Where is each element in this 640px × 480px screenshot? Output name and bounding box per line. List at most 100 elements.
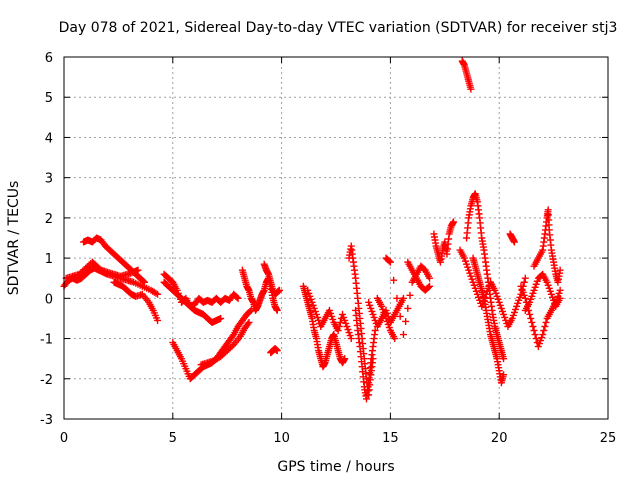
- data-point: [526, 310, 534, 318]
- data-point: [542, 318, 550, 326]
- series-arc-7: [169, 306, 255, 383]
- data-point: [273, 306, 281, 314]
- x-tick-label: 0: [60, 431, 68, 446]
- data-point: [521, 294, 529, 302]
- y-tick-label: -3: [40, 413, 53, 428]
- data-point: [530, 327, 538, 335]
- x-tick-label: 10: [273, 431, 290, 446]
- series-arc-2: [62, 258, 142, 282]
- data-point: [510, 238, 518, 246]
- series-arc-25: [506, 230, 518, 246]
- data-point: [396, 312, 404, 320]
- series-arc-21: [463, 190, 508, 363]
- series-arc-4: [110, 278, 162, 324]
- data-point: [347, 335, 355, 343]
- data-point: [406, 291, 414, 299]
- x-tick-label: 15: [382, 431, 399, 446]
- data-point: [500, 371, 508, 379]
- series-arc-3: [80, 234, 149, 286]
- y-tick-label: -2: [40, 373, 53, 388]
- series-arc-27: [530, 206, 564, 286]
- series-arc-20: [430, 218, 458, 266]
- y-tick-label: 6: [45, 51, 53, 66]
- data-point: [371, 327, 379, 335]
- data-point: [399, 294, 407, 302]
- data-point: [539, 331, 547, 339]
- data-point: [334, 327, 342, 335]
- data-point: [426, 274, 434, 282]
- y-tick-label: 2: [45, 212, 53, 227]
- axis-ticks: 0 5 10 15 20 25 -3 -2 -1 0 1 2 3 4 5 6: [40, 51, 616, 446]
- data-point: [244, 320, 252, 328]
- data-point: [386, 258, 394, 266]
- data-point: [541, 322, 549, 330]
- data-point: [154, 316, 162, 324]
- data-point: [152, 289, 160, 297]
- data-point: [467, 85, 475, 93]
- data-point: [139, 277, 147, 285]
- series-arc-19: [404, 258, 434, 294]
- y-tick-label: 3: [45, 172, 53, 187]
- data-point: [556, 266, 564, 274]
- data-point: [424, 283, 432, 291]
- plot-frame: [63, 56, 609, 420]
- data-point: [532, 335, 540, 343]
- data-point: [531, 331, 539, 339]
- data-point: [385, 257, 393, 265]
- series-arc-24: [458, 57, 475, 93]
- data-point: [523, 302, 531, 310]
- data-point: [228, 342, 236, 350]
- series-arc-8: [197, 318, 253, 369]
- data-point: [233, 293, 241, 301]
- data-point: [426, 282, 434, 290]
- series-arc-17: [373, 294, 399, 343]
- data-point: [520, 278, 528, 286]
- series-arc-11: [267, 345, 281, 357]
- data-point: [390, 276, 398, 284]
- series-arc-28: [517, 282, 564, 351]
- data-point: [500, 355, 508, 363]
- y-tick-label: 5: [45, 91, 53, 106]
- data-point: [393, 294, 401, 302]
- grid-lines: [64, 57, 608, 419]
- x-tick-label: 5: [169, 431, 177, 446]
- series-arc-16: [365, 294, 407, 330]
- data-point: [217, 314, 225, 322]
- data-point: [234, 294, 242, 302]
- series-arc-6: [160, 270, 242, 310]
- data-point: [450, 218, 458, 226]
- series-arc-13: [304, 286, 355, 343]
- data-point: [522, 298, 530, 306]
- data-point: [245, 318, 253, 326]
- series-arc-22: [469, 254, 508, 387]
- y-tick-label: 0: [45, 292, 53, 307]
- data-point: [527, 314, 535, 322]
- data-point: [141, 278, 149, 286]
- series-arc-15: [352, 306, 379, 403]
- y-axis-label: SDTVAR / TECUs: [6, 181, 22, 296]
- chart-title: Day 078 of 2021, Sidereal Day-to-day VTE…: [59, 20, 618, 36]
- data-point: [528, 318, 536, 326]
- data-point: [391, 335, 399, 343]
- data-point: [154, 290, 162, 298]
- data-point: [399, 331, 407, 339]
- data-point: [336, 318, 344, 326]
- x-axis-label: GPS time / hours: [277, 459, 394, 475]
- data-point: [273, 347, 281, 355]
- data-point: [229, 332, 237, 340]
- data-point: [404, 304, 412, 312]
- data-point: [540, 327, 548, 335]
- series-arc-10: [260, 260, 283, 298]
- data-point: [525, 306, 533, 314]
- data-point: [402, 317, 410, 325]
- data-point: [275, 286, 283, 294]
- x-tick-label: 20: [491, 431, 508, 446]
- y-tick-label: -1: [40, 333, 53, 348]
- data-points: [60, 57, 564, 403]
- data-point: [529, 322, 537, 330]
- data-point: [556, 286, 564, 294]
- data-point: [246, 307, 254, 315]
- y-tick-label: 4: [45, 131, 53, 146]
- data-point: [341, 355, 349, 363]
